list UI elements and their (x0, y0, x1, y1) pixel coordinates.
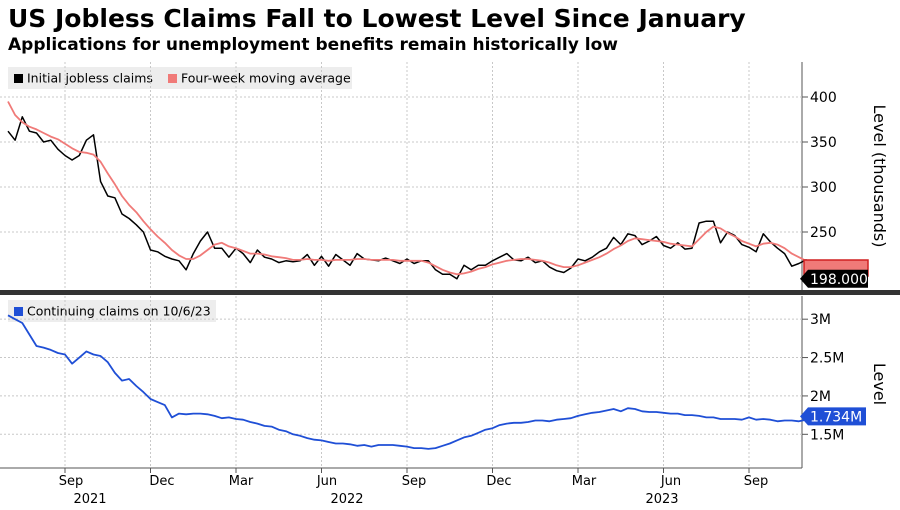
last-value-badge (800, 269, 868, 288)
chart-title: US Jobless Claims Fall to Lowest Level S… (8, 4, 746, 33)
panel-divider (0, 290, 900, 295)
x-year-label: 2023 (645, 492, 678, 507)
y-tick-label: 3M (810, 312, 831, 328)
series-line-continuing-claims-on-10-6-23 (7, 314, 828, 450)
x-year-label: 2022 (330, 492, 363, 507)
y-tick-label: 400 (810, 90, 837, 106)
legend-swatch-initial (14, 74, 23, 83)
y-tick-label: 350 (810, 135, 837, 151)
last-value-label: 198.000 (810, 272, 868, 288)
legend-swatch-moving-average (168, 74, 177, 83)
x-tick-label: Mar (572, 474, 597, 489)
x-tick-label: Dec (149, 474, 174, 489)
last-value-badge (800, 407, 866, 426)
x-tick-label: Jun (316, 474, 337, 489)
x-tick-label: Sep (59, 474, 84, 489)
y-tick-label: 2M (810, 389, 831, 405)
chart-subtitle: Applications for unemployment benefits r… (8, 35, 618, 55)
x-tick-label: Dec (486, 474, 511, 489)
legend-box-top (8, 67, 352, 89)
x-tick-label: Sep (402, 474, 427, 489)
x-tick-label: Mar (229, 474, 254, 489)
series-line-initial-jobless-claims (7, 116, 828, 280)
last-value-label: 1.734M (810, 409, 862, 425)
y-tick-label: 2.5M (810, 351, 844, 367)
legend-label-initial: Initial jobless claims (27, 71, 153, 86)
x-tick-label: Jun (660, 474, 681, 489)
y-axis-title-top: Level (thousands) (870, 105, 889, 248)
y-tick-label: 300 (810, 180, 837, 196)
x-tick-label: Sep (744, 474, 769, 489)
legend-label-continuing: Continuing claims on 10/6/23 (27, 304, 211, 319)
legend-box-bottom (8, 300, 216, 322)
x-year-label: 2021 (73, 492, 106, 507)
y-tick-label: 1.5M (810, 427, 844, 443)
y-tick-label: 250 (810, 225, 837, 241)
legend-label-moving-average: Four-week moving average (181, 71, 351, 86)
legend-swatch-continuing (14, 307, 23, 316)
series-line-four-week-moving-average (7, 101, 828, 276)
y-axis-title-bottom: Level (870, 363, 889, 405)
